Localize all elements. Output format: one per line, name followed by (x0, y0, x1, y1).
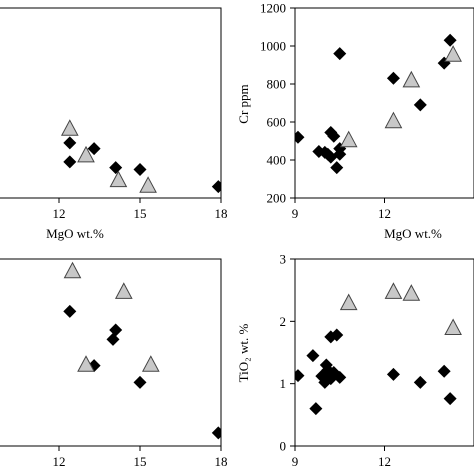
triangle-point (114, 282, 133, 299)
diamond-point (386, 71, 400, 85)
triangle-point (339, 293, 358, 311)
diamond-point (333, 370, 347, 384)
plot-frame (0, 258, 222, 447)
x-tick-label: 12 (53, 206, 66, 221)
x-tick-label: 12 (378, 454, 391, 469)
diamond-point (63, 304, 77, 318)
diamond-point (413, 98, 427, 112)
panel-bottom-left: 12 15 18 (0, 258, 228, 469)
plot-frame (294, 7, 474, 199)
panel-top-right: 9 12 200 400 600 800 1000 1200 MgO wt.% Cr ppm (236, 1, 474, 241)
diamond-point (330, 161, 344, 175)
diamond-point (330, 328, 344, 342)
triangle-point (444, 318, 462, 336)
y-tick-label: 0 (280, 439, 287, 454)
x-tick-label: 15 (134, 454, 147, 469)
y-tick-label: 400 (267, 153, 287, 168)
diamond-point (327, 129, 341, 143)
diamond-point (333, 47, 347, 61)
triangle-point (402, 284, 421, 301)
plot-frame (294, 258, 474, 447)
data-points (63, 261, 221, 440)
plot-frame (0, 7, 222, 199)
x-tick-label: 12 (53, 454, 66, 469)
data-points (295, 33, 462, 175)
y-tick-label: 3 (280, 252, 287, 267)
diamond-point (63, 155, 77, 169)
x-axis-title: MgO wt.% (46, 226, 104, 241)
diamond-point (309, 402, 323, 416)
triangle-point (77, 355, 95, 372)
y-tick-label: 800 (267, 77, 287, 92)
diamond-point (386, 367, 400, 381)
diamond-point (413, 375, 427, 389)
diamond-point (211, 426, 221, 440)
y-tick-label: 2 (280, 314, 287, 329)
data-points (60, 119, 221, 194)
y-axis-title: Cr ppm (236, 84, 251, 123)
panel-top-left: 12 15 18 MgO wt.% (0, 7, 228, 241)
x-tick-label: 18 (215, 454, 228, 469)
triangle-point (339, 130, 358, 148)
diamond-point (106, 332, 120, 346)
diamond-point (133, 163, 147, 176)
x-tick-label: 9 (292, 206, 299, 221)
x-tick-label: 15 (134, 206, 147, 221)
y-tick-label: 600 (267, 115, 287, 130)
triangle-point (384, 282, 403, 299)
diamond-point (437, 364, 451, 378)
diamond-point (306, 349, 320, 363)
triangle-point (444, 45, 462, 62)
y-tick-label: 1000 (260, 39, 286, 54)
y-axis-title: TiO₂ wt. % (236, 324, 251, 383)
x-tick-label: 9 (292, 454, 299, 469)
diamond-point (109, 161, 123, 175)
diamond-point (443, 392, 457, 406)
diamond-point (295, 369, 305, 383)
triangle-point (384, 111, 403, 129)
diamond-point (133, 375, 147, 389)
x-tick-label: 18 (215, 206, 228, 221)
diamond-point (443, 33, 457, 47)
diamond-point (211, 180, 221, 194)
triangle-point (402, 70, 421, 88)
diamond-point (109, 323, 123, 337)
diamond-point (87, 142, 101, 156)
x-axis-title: MgO wt.% (384, 226, 442, 241)
triangle-point (141, 355, 160, 372)
y-tick-label: 1200 (260, 1, 286, 16)
triangle-point (109, 170, 128, 188)
x-tick-label: 12 (378, 206, 391, 221)
y-tick-label: 1 (280, 376, 287, 391)
triangle-point (60, 119, 79, 136)
data-points (295, 282, 462, 416)
diamond-point (63, 136, 77, 150)
triangle-point (77, 145, 95, 163)
triangle-point (139, 176, 157, 193)
y-tick-label: 200 (267, 191, 287, 206)
diamond-point (295, 130, 305, 144)
triangle-point (63, 261, 82, 279)
